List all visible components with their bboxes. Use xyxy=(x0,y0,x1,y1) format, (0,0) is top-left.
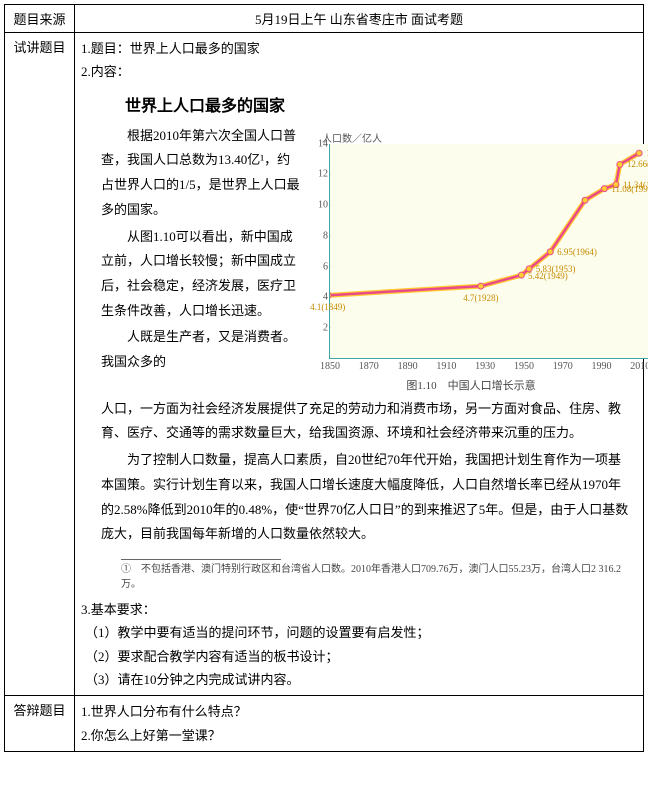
population-chart-figure: 人口数／亿人 年份 246810121418501870189019101930… xyxy=(311,128,631,393)
population-chart: 人口数／亿人 年份 246810121418501870189019101930… xyxy=(329,144,648,359)
requirement-2: （2）要求配合教学内容有适当的板书设计； xyxy=(85,645,637,668)
chart-caption: 图1.10 中国人口增长示意 xyxy=(311,377,631,393)
header-label: 题目来源 xyxy=(13,12,65,27)
chart-point-label: 12.66(2000) xyxy=(627,159,648,169)
lecture-body: 世界上人口最多的国家 人口数／亿人 年份 2468101214185018701… xyxy=(81,92,637,592)
paragraph-4: 为了控制人口数量，提高人口素质，自20世纪70年代开始，我国把计划生育作为一项基… xyxy=(101,448,631,547)
defense-label: 答辩题目 xyxy=(13,703,65,718)
chart-y-tick: 14 xyxy=(314,138,328,149)
lecture-line1: 1.题目：世界上人口最多的国家 xyxy=(81,37,637,60)
chart-x-tick: 1870 xyxy=(359,361,379,372)
chart-x-tick: 1850 xyxy=(320,361,340,372)
lecture-label-cell: 试讲题目 xyxy=(5,33,75,696)
lecture-label: 试讲题目 xyxy=(13,40,65,55)
defense-content-cell: 1.世界人口分布有什么特点？ 2.你怎么上好第一堂课？ xyxy=(75,696,644,752)
lecture-content-cell: 1.题目：世界上人口最多的国家 2.内容： 世界上人口最多的国家 人口数／亿人 … xyxy=(75,33,644,696)
chart-x-tick: 1890 xyxy=(398,361,418,372)
chart-point-label: 5.83(1953) xyxy=(536,264,576,274)
document-table: 题目来源 5月19日上午 山东省枣庄市 面试考题 试讲题目 1.题目：世界上人口… xyxy=(4,4,644,752)
defense-label-cell: 答辩题目 xyxy=(5,696,75,752)
chart-svg xyxy=(330,144,648,358)
chart-x-tick: 1910 xyxy=(436,361,456,372)
chart-point-label: 11.34(1998) xyxy=(623,180,648,190)
section-title: 世界上人口最多的国家 xyxy=(125,92,631,116)
requirement-1: （1）教学中要有适当的提问环节，问题的设置要有启发性； xyxy=(85,621,637,644)
requirements-block: 3.基本要求： （1）教学中要有适当的提问环节，问题的设置要有启发性； （2）要… xyxy=(81,598,637,692)
defense-q2: 2.你怎么上好第一堂课？ xyxy=(81,724,637,747)
lecture-line2: 2.内容： xyxy=(81,60,637,83)
chart-y-tick: 8 xyxy=(314,230,328,241)
chart-point-label: 4.7(1928) xyxy=(463,293,498,303)
chart-point-label: 4.1(1849) xyxy=(310,302,345,312)
chart-x-tick: 1990 xyxy=(592,361,612,372)
header-value-cell: 5月19日上午 山东省枣庄市 面试考题 xyxy=(75,5,644,33)
footnote-text: ① 不包括香港、澳门特别行政区和台湾省人口数。2010年香港人口709.76万，… xyxy=(121,562,631,592)
requirement-3: （3）请在10分钟之内完成试讲内容。 xyxy=(85,668,637,691)
chart-y-tick: 2 xyxy=(314,323,328,334)
chart-y-tick: 6 xyxy=(314,261,328,272)
chart-x-tick: 2010 xyxy=(630,361,648,372)
chart-y-tick: 10 xyxy=(314,200,328,211)
header-label-cell: 题目来源 xyxy=(5,5,75,33)
paragraph-3b: 人口，一方面为社会经济发展提供了充足的劳动力和消费市场，另一方面对食品、住房、教… xyxy=(101,397,631,446)
chart-x-tick: 1930 xyxy=(475,361,495,372)
chart-point-label: 6.95(1964) xyxy=(557,247,597,257)
defense-q1: 1.世界人口分布有什么特点？ xyxy=(81,700,637,723)
footnote-rule xyxy=(121,559,281,560)
chart-y-tick: 12 xyxy=(314,169,328,180)
chart-y-axis-label: 人口数／亿人 xyxy=(322,130,382,145)
header-value: 5月19日上午 山东省枣庄市 面试考题 xyxy=(255,12,463,27)
chart-x-tick: 1950 xyxy=(514,361,534,372)
requirements-header: 3.基本要求： xyxy=(81,598,637,621)
chart-x-tick: 1970 xyxy=(553,361,573,372)
